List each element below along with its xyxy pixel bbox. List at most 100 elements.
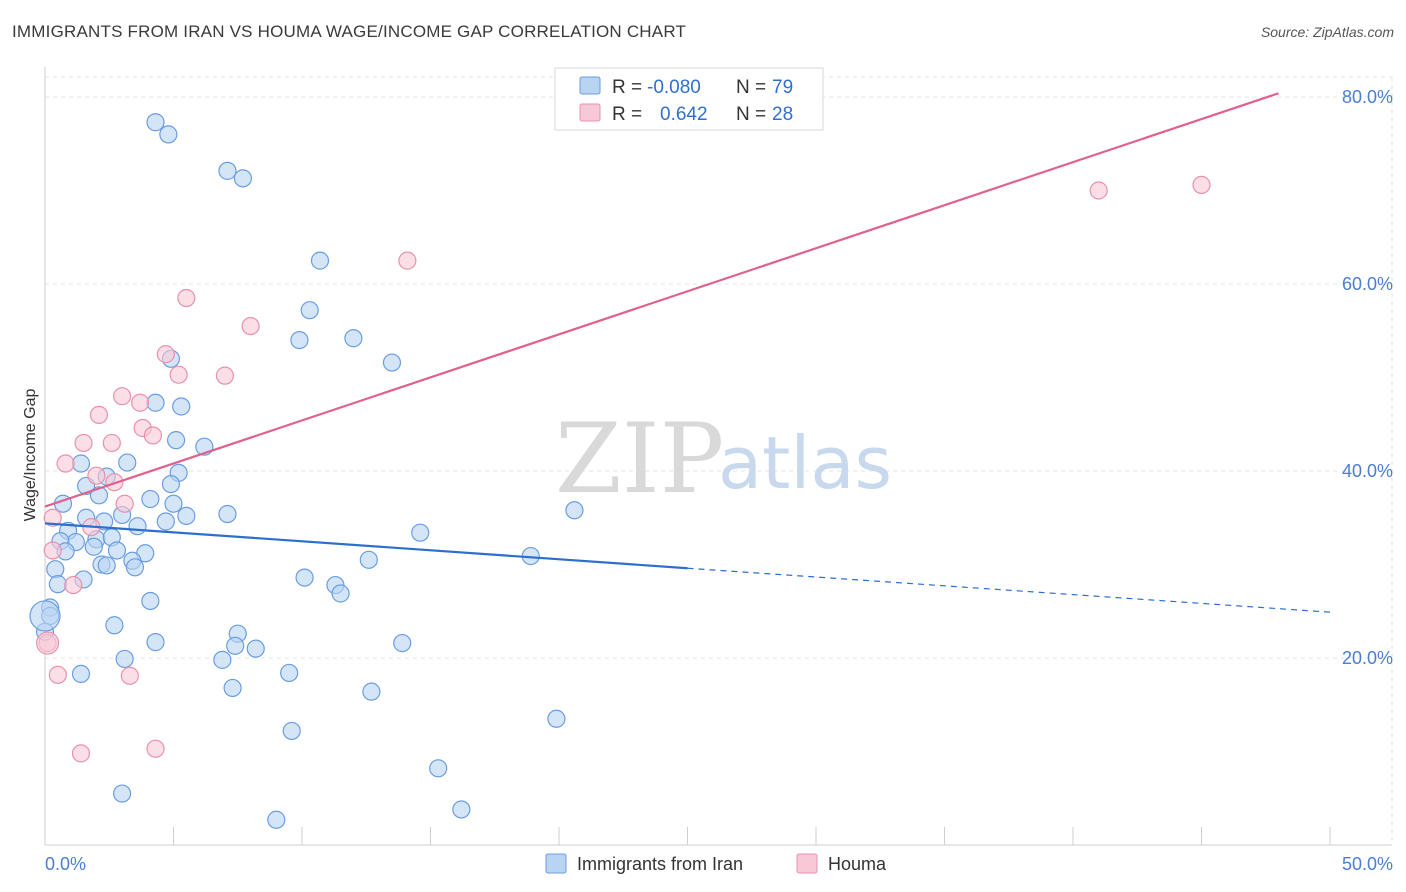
point-houma xyxy=(102,433,121,453)
grid xyxy=(45,76,1393,845)
legend-n-value-houma: 28 xyxy=(772,104,793,125)
point-iran xyxy=(565,501,584,520)
point-houma xyxy=(89,405,109,424)
point-houma xyxy=(71,744,91,763)
watermark-atlas: atlas xyxy=(718,421,892,505)
point-houma xyxy=(1089,181,1108,200)
point-houma xyxy=(146,739,165,758)
legend-n-label-houma: N = xyxy=(736,104,766,125)
point-houma xyxy=(1192,175,1211,194)
point-iran xyxy=(146,393,165,412)
point-houma xyxy=(143,426,163,445)
point-houma xyxy=(43,541,62,560)
legend: R = -0.080 N = 79 R = 0.642 N = 28 xyxy=(554,67,824,131)
legend-swatch-iran xyxy=(579,76,601,95)
point-iran xyxy=(331,584,350,603)
chart-title: IMMIGRANTS FROM IRAN VS HOUMA WAGE/INCOM… xyxy=(12,22,687,41)
point-iran xyxy=(97,556,116,575)
point-iran xyxy=(295,568,314,587)
point-iran xyxy=(159,125,178,144)
y-tick-label: 60.0% xyxy=(1342,274,1393,294)
point-houma xyxy=(156,345,175,364)
point-iran xyxy=(226,636,245,655)
point-iran xyxy=(84,537,103,556)
point-iran xyxy=(452,800,471,819)
point-iran xyxy=(290,331,309,350)
point-iran xyxy=(115,649,134,669)
point-iran xyxy=(429,759,448,778)
point-houma xyxy=(74,433,93,453)
point-iran xyxy=(166,431,186,450)
point-iran xyxy=(411,523,430,542)
trend-line-iran-extension xyxy=(687,567,1331,613)
y-tick-label: 40.0% xyxy=(1342,461,1393,481)
point-iran xyxy=(218,504,237,524)
point-houma xyxy=(35,631,60,655)
point-iran xyxy=(280,663,299,683)
point-iran xyxy=(112,784,132,803)
legend-swatch-houma xyxy=(579,103,601,122)
point-houma xyxy=(43,508,62,527)
point-houma xyxy=(130,393,150,412)
point-iran xyxy=(223,678,242,698)
point-houma xyxy=(120,666,139,685)
point-houma xyxy=(64,575,83,595)
legend-r-value-iran: -0.080 xyxy=(647,77,701,98)
point-iran xyxy=(547,709,566,728)
point-iran xyxy=(125,558,145,577)
bottom-legend: Immigrants from Iran Houma xyxy=(545,853,887,874)
point-iran xyxy=(29,600,61,632)
point-houma xyxy=(215,366,234,385)
bottom-legend-swatch-iran xyxy=(545,853,567,874)
point-iran xyxy=(107,541,127,560)
point-houma xyxy=(56,454,75,473)
point-iran xyxy=(362,682,381,701)
point-iran xyxy=(282,721,301,741)
point-houma xyxy=(115,494,134,513)
point-iran xyxy=(141,489,160,509)
point-iran xyxy=(118,453,137,472)
x-tick-label: 0.0% xyxy=(45,854,86,874)
point-iran xyxy=(146,633,165,652)
point-iran xyxy=(310,251,330,270)
y-tick-label: 20.0% xyxy=(1342,648,1393,668)
legend-r-label-houma: R = xyxy=(612,104,642,125)
trend-line-iran xyxy=(44,522,688,570)
point-iran xyxy=(382,353,402,372)
point-houma xyxy=(169,365,188,384)
point-iran xyxy=(71,454,91,473)
point-iran xyxy=(146,113,165,132)
point-iran xyxy=(213,650,232,669)
watermark-zip: ZIP xyxy=(555,403,724,515)
legend-r-value-houma: 0.642 xyxy=(660,104,708,125)
point-houma xyxy=(48,665,67,684)
bottom-legend-label-houma: Houma xyxy=(828,854,887,874)
point-iran xyxy=(164,494,183,513)
point-iran xyxy=(128,517,147,536)
point-iran xyxy=(233,169,252,188)
y-axis-label: Wage/Income Gap xyxy=(22,389,39,522)
bottom-legend-swatch-houma xyxy=(796,853,818,874)
trend-line-houma xyxy=(44,92,1279,508)
point-iran xyxy=(105,616,124,635)
trend-lines xyxy=(44,92,1331,613)
y-tick-label: 80.0% xyxy=(1342,87,1393,107)
source-label: Source: ZipAtlas.com xyxy=(1260,24,1394,40)
point-iran xyxy=(172,397,191,416)
point-houma xyxy=(177,288,196,308)
point-iran xyxy=(48,575,67,594)
point-iran xyxy=(89,486,109,505)
point-iran xyxy=(218,161,237,180)
point-iran xyxy=(344,329,363,348)
point-houma xyxy=(398,251,417,270)
legend-n-label-iran: N = xyxy=(736,77,766,98)
legend-r-label-iran: R = xyxy=(612,77,642,98)
point-iran xyxy=(71,664,91,683)
point-iran xyxy=(177,506,196,525)
point-houma xyxy=(241,316,260,336)
point-houma xyxy=(87,466,106,485)
point-iran xyxy=(393,633,412,653)
point-iran xyxy=(267,810,286,829)
point-iran xyxy=(156,512,175,531)
